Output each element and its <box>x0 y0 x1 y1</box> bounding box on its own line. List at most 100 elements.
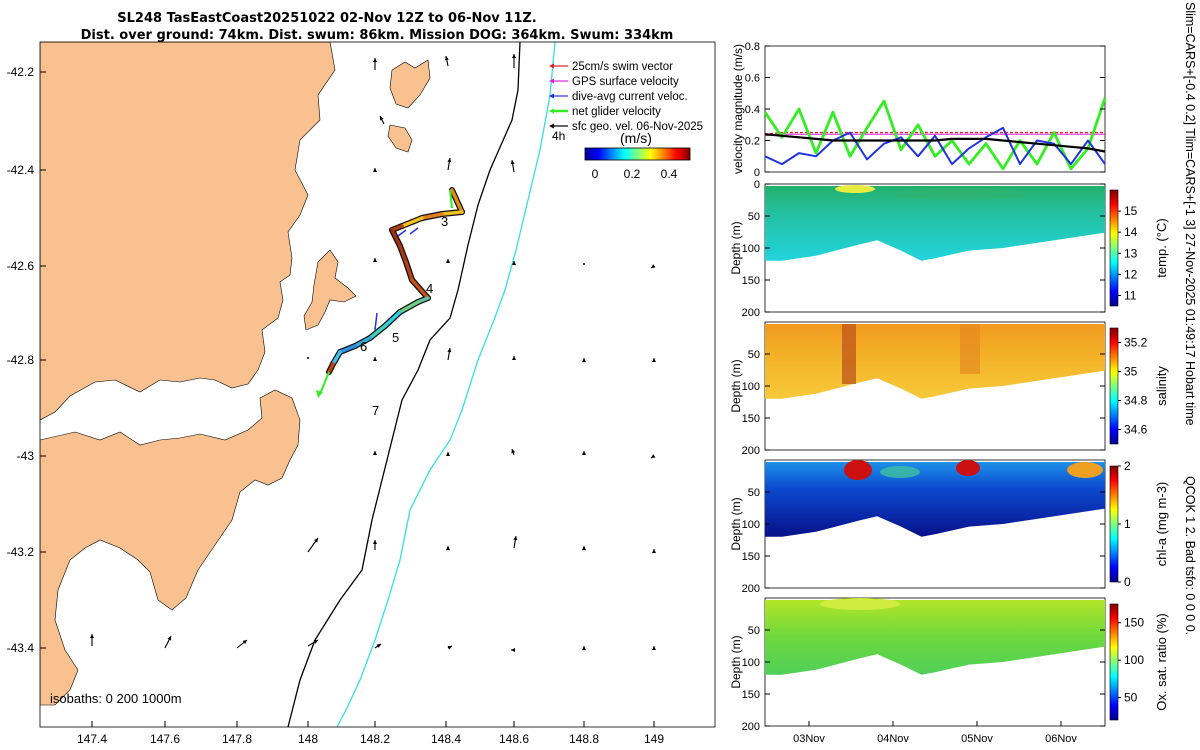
track-segment <box>398 244 408 264</box>
dive-current-arrow <box>409 227 419 235</box>
section-data-field <box>765 186 1105 261</box>
section-tick-label: 100 <box>742 657 760 669</box>
track-segment <box>390 228 402 248</box>
lat-tick-label: -42.4 <box>7 163 35 177</box>
current-arrow-head <box>447 158 452 163</box>
section-data-field <box>765 600 1105 675</box>
section-ylabel: Depth (m) <box>729 497 743 550</box>
colorbar-tick-label: 35.2 <box>1124 336 1148 350</box>
time-tick-label: 03Nov <box>793 733 825 745</box>
current-arrow-head <box>373 58 377 62</box>
current-arrow-head <box>510 160 515 165</box>
section-tick-label: 50 <box>748 211 760 223</box>
current-arrow-head <box>652 358 656 362</box>
current-arrow-head <box>380 116 384 121</box>
colorbar-tick-label: 35 <box>1124 365 1138 379</box>
track-segment <box>390 224 404 232</box>
colorbar-tick-label: 11 <box>1124 288 1137 302</box>
map-frame <box>39 41 716 728</box>
isobaths-label: isobaths: 0 200 1000m <box>50 691 182 706</box>
current-arrow-head <box>511 648 515 652</box>
section-colorbar <box>1109 327 1119 445</box>
lat-tick-label: -42.6 <box>7 259 35 273</box>
current-arrow-dot <box>307 357 309 359</box>
current-arrow-head <box>513 536 518 541</box>
isobath-1000m <box>336 41 556 728</box>
day-label-3: 3 <box>441 214 448 229</box>
lon-tick-label: 148.2 <box>360 732 390 746</box>
section-tick-label: 200 <box>742 721 760 733</box>
map-axes: 147.4 147.6 147.8 148 148.2 148.4 148.6 148.8 14… <box>7 65 665 746</box>
section-tick-label: 150 <box>742 275 760 287</box>
current-arrow-head <box>651 264 656 268</box>
current-arrow-head <box>373 258 377 262</box>
current-arrow-dot <box>583 263 585 265</box>
net-velocity-arrow <box>449 189 453 209</box>
colorbar-tick-label: 50 <box>1124 691 1138 705</box>
track-segment <box>383 310 402 328</box>
section-tick-label: 200 <box>742 583 760 595</box>
maria-island <box>303 249 357 331</box>
section-tick-label: 50 <box>748 349 760 361</box>
current-arrow-head <box>314 538 318 543</box>
current-arrow-head <box>373 540 377 544</box>
colorbar-tick-label: 14 <box>1124 225 1138 239</box>
section-colorbar <box>1109 189 1119 307</box>
vel-tick-label: 0.4 <box>745 104 760 116</box>
current-arrow-head <box>242 640 247 645</box>
day-label-4: 4 <box>426 281 433 296</box>
colorbar-tick-label: 150 <box>1124 616 1144 630</box>
section-ylabel: Depth (m) <box>729 635 743 688</box>
section-tick-label: 100 <box>742 381 760 393</box>
lon-tick-label: 149 <box>644 732 664 746</box>
lat-tick-label: -43.2 <box>7 545 35 559</box>
vel-tick-label: 0.8 <box>745 41 760 53</box>
section-ylabel: Depth (m) <box>729 221 743 274</box>
arrow-scale-label: 4h <box>552 129 565 143</box>
track-segment <box>331 350 342 366</box>
vel-tick-label: 0 <box>754 167 760 179</box>
velocity-panel: 0 0.2 0.4 0.6 0.8 velocity magnitude (m/s) <box>731 41 1107 179</box>
side-note-2: QCOK 1 2. Bad tsfo: 0 0 0 0. <box>1183 476 1197 635</box>
time-tick-label: 04Nov <box>877 733 909 745</box>
day-label-6: 6 <box>360 339 367 354</box>
current-arrow-head <box>582 546 586 550</box>
colorbar-tick-label: 0 <box>1124 575 1131 589</box>
mixed-layer-patch <box>890 188 1030 200</box>
time-tick-label: 05Nov <box>961 733 993 745</box>
isobath-200m <box>287 41 521 728</box>
section-tick-label: 200 <box>742 445 760 457</box>
current-arrow-head <box>652 646 656 650</box>
track-segment <box>416 296 430 304</box>
current-arrow-head <box>582 451 586 455</box>
peninsula-landmass <box>40 389 301 706</box>
legend-label-dive: dive-avg current veloc. <box>572 91 688 103</box>
section-tick-label: 150 <box>742 689 760 701</box>
section-tick-label: 100 <box>742 519 760 531</box>
section-tick-label: 50 <box>748 487 760 499</box>
colorbar-tick-label: 12 <box>1124 267 1138 281</box>
section-tick-label: 100 <box>742 243 760 255</box>
section-data-field <box>765 462 1105 537</box>
section-panel-3: 50 100 150 200 Depth (m) 0 1 2 chl-a (mg m-3) <box>729 459 1169 595</box>
map-panel: 3 4 5 6 7 25cm/s swim vector GPS surface … <box>7 41 716 746</box>
lon-tick-label: 148.4 <box>431 732 461 746</box>
track-segment <box>420 212 444 220</box>
colorbar-label: Ox. sat. ratio (%) <box>1154 613 1169 711</box>
section-tick-label: 200 <box>742 307 760 319</box>
current-arrow-head <box>652 549 656 553</box>
current-arrow-head <box>447 646 452 650</box>
lon-tick-label: 148 <box>298 732 318 746</box>
colorbar-tick-label: 15 <box>1124 204 1138 218</box>
legend-label-net: net glider velocity <box>572 106 661 118</box>
oxygen-high-patch <box>820 598 900 610</box>
dive-current-arrow <box>397 229 407 237</box>
track-segment <box>450 188 464 214</box>
chl-max-patch <box>844 460 872 480</box>
legend-arrowhead-gps <box>549 78 554 84</box>
track-segment <box>398 300 420 314</box>
current-arrows <box>90 54 656 652</box>
legend-arrowhead-dive <box>549 93 554 99</box>
title-line-2: Dist. over ground: 74km. Dist. swum: 86k… <box>81 28 674 43</box>
track-segment <box>404 260 414 282</box>
